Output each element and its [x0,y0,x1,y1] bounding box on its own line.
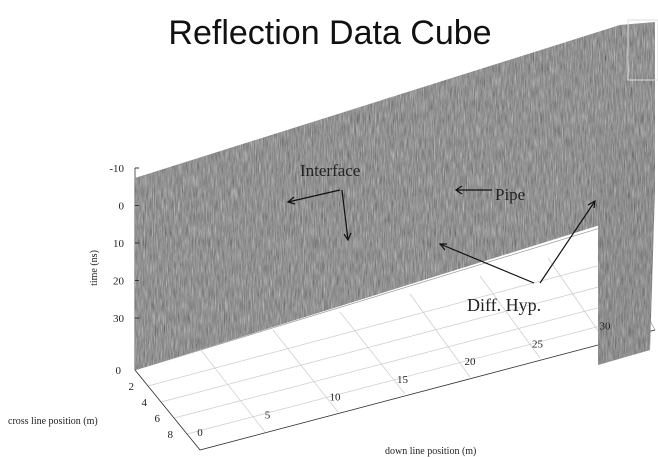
tick-label: 30 [600,321,612,333]
tick-label: 30 [113,313,125,325]
tick-label: 15 [397,374,409,386]
figure: Reflection Data Cube Interface Pipe Diff… [0,0,658,457]
tick-label: 0 [116,365,122,377]
tick-label: 20 [113,276,125,288]
annotation: Diff. Hyp. [467,295,541,315]
axis-label: cross line position (m) [8,416,98,427]
annotation: Interface [300,161,360,180]
tick-label: 6 [155,413,161,425]
tick-label: 4 [142,397,148,409]
tick-label: -10 [109,163,124,175]
tick-label: 10 [330,392,342,404]
tick-label: 25 [532,338,544,350]
tick-label: 5 [265,409,271,421]
crossline-slice [595,135,658,370]
inline-slice [130,20,658,380]
tick-label: 0 [119,201,125,213]
tick-label: 20 [465,356,477,368]
annotation: Pipe [495,185,525,204]
title: Reflection Data Cube [168,14,491,52]
axis-label: down line position (m) [385,446,476,457]
tick-label: 8 [168,429,174,441]
tick-label: 2 [129,381,135,393]
axis-label: time (ns) [89,250,100,286]
tick-label: 0 [197,427,203,439]
tick-label: 10 [113,238,125,250]
